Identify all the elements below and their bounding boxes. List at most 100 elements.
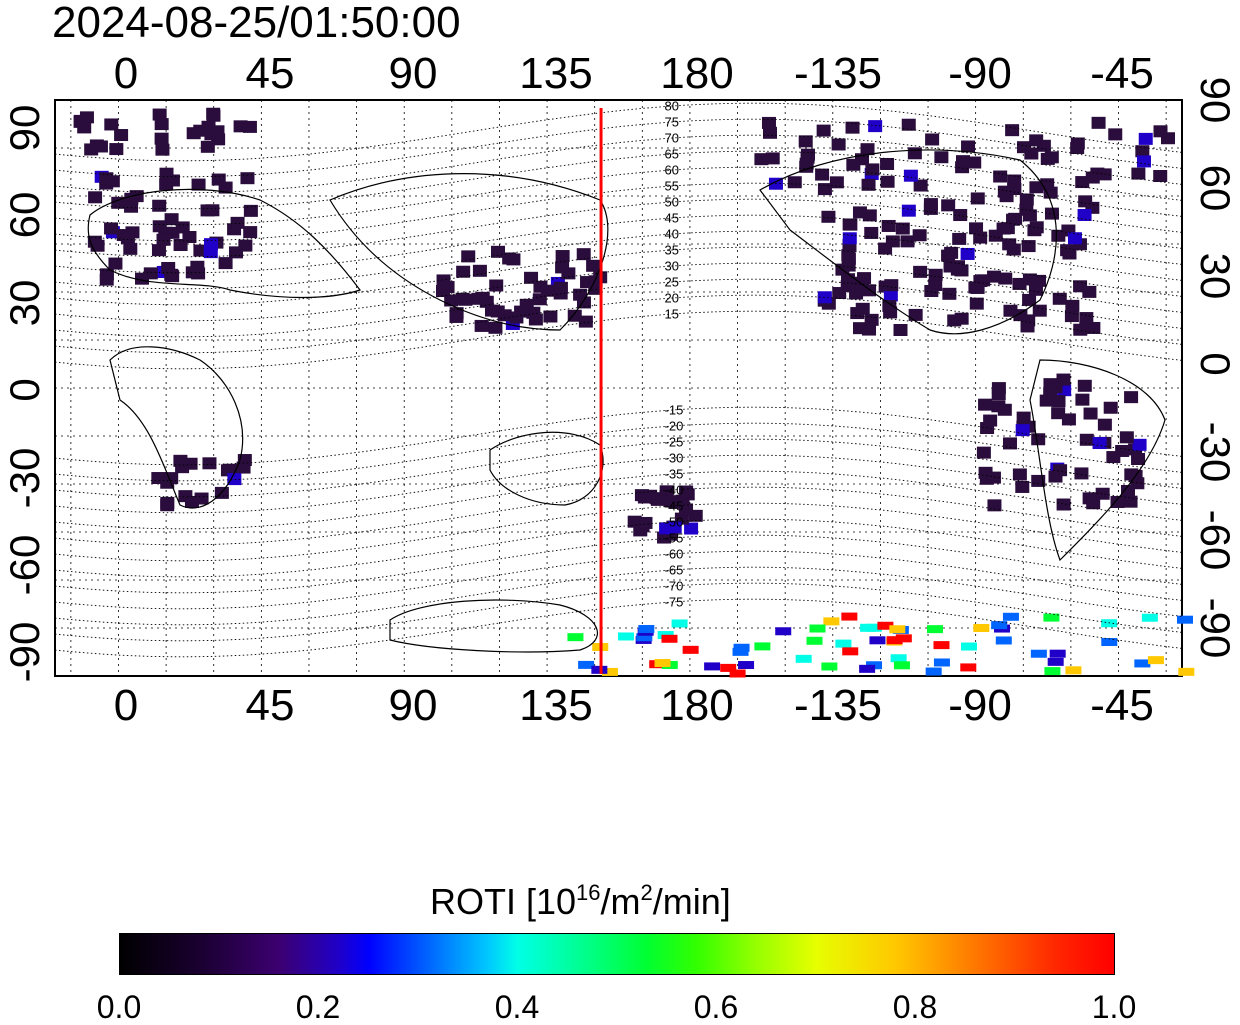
roti-cell [200,204,215,217]
contour-label: -70 [665,579,684,594]
roti-cell [456,265,471,278]
roti-cell [991,382,1006,395]
roti-cell [841,252,856,265]
roti-cell [1024,147,1039,160]
contour-label: -50 [665,515,684,530]
roti-cell [591,665,608,674]
roti-cell [970,281,985,294]
roti-cell [801,148,816,161]
bottom-lon-tick: 90 [388,681,438,730]
roti-cell [821,662,838,671]
roti-cell [884,279,899,292]
roti-cell [978,398,993,411]
colorbar-title-main: ROTI [10 [430,881,577,922]
contour-label: 80 [665,99,679,114]
roti-cell [860,623,877,632]
contour-line [54,406,1183,466]
contour-label: 75 [665,115,679,130]
colorbar-title-exp2: 2 [640,880,653,905]
roti-cell [1110,496,1125,509]
roti-cell [114,129,129,142]
contour-label: -45 [665,499,684,514]
roti-cell [944,246,959,259]
roti-cell [1108,128,1123,141]
roti-cell [586,259,601,272]
contour-line [54,502,1183,562]
roti-cell [567,633,584,642]
roti-cell [942,287,957,300]
roti-cell [104,222,119,235]
roti-cell [733,643,750,652]
roti-cell [218,257,233,270]
roti-cell [509,311,524,324]
roti-cell [732,647,749,656]
roti-cell [230,216,245,229]
magnetic-latitude-contours [54,102,1183,658]
roti-cell [1019,193,1034,206]
contour-line [54,454,1183,514]
roti-cell [540,284,555,297]
roti-cell [679,503,694,516]
roti-cell [908,308,923,321]
roti-cell [1051,229,1066,242]
roti-cell [104,118,119,131]
top-lon-tick: 45 [245,49,295,98]
bottom-lon-tick: -45 [1090,681,1154,730]
contour-line [54,230,1183,290]
roti-cell [901,204,916,217]
roti-cell [854,281,869,294]
colorbar-label: 0.4 [494,989,540,1025]
roti-cell [1003,304,1018,317]
roti-cell [881,219,896,232]
roti-cell [933,641,950,650]
contour-label: -40 [665,483,684,498]
roti-cell [729,669,746,678]
roti-cell [1075,393,1090,406]
roti-cell [754,153,769,166]
colorbar-title-end: /min] [652,881,731,922]
roti-cell [1007,174,1022,187]
roti-cell [164,213,179,226]
roti-cell [925,667,942,676]
roti-cell [1048,470,1063,483]
top-lon-tick: 135 [519,49,593,98]
contour-line [54,310,1183,370]
roti-data-cells [73,107,1195,678]
roti-cell [861,178,876,191]
contour-label: 45 [665,211,679,226]
roti-cell [883,289,898,302]
roti-cell [1079,312,1094,325]
roti-cell [886,636,903,645]
roti-cell [164,268,179,281]
roti-cell [156,233,171,246]
roti-cell [815,168,830,181]
roti-cell [1086,497,1101,510]
roti-cell [1178,667,1195,676]
roti-cell [720,663,737,672]
roti-cell [1015,480,1030,493]
contour-line [54,246,1183,306]
top-lon-tick: -90 [948,49,1012,98]
roti-cell [242,120,257,133]
roti-cell [1119,431,1134,444]
roti-cell [1021,240,1036,253]
roti-cell [843,218,858,231]
bottom-lon-tick: 135 [519,681,593,730]
roti-cell [842,647,859,656]
roti-cell [1049,649,1066,658]
roti-cell [961,642,978,651]
contour-line [54,102,1183,162]
roti-cell [1065,299,1080,312]
roti-cell [186,127,201,140]
roti-cell [993,170,1008,183]
roti-cell [502,252,517,265]
roti-cell [667,521,682,534]
roti-cell [1044,207,1059,220]
roti-cell [860,143,875,156]
roti-cell [1032,304,1047,317]
top-lon-tick: 90 [388,49,438,98]
roti-cell [880,175,895,188]
contour-line [54,598,1183,658]
roti-cell [1016,411,1031,424]
